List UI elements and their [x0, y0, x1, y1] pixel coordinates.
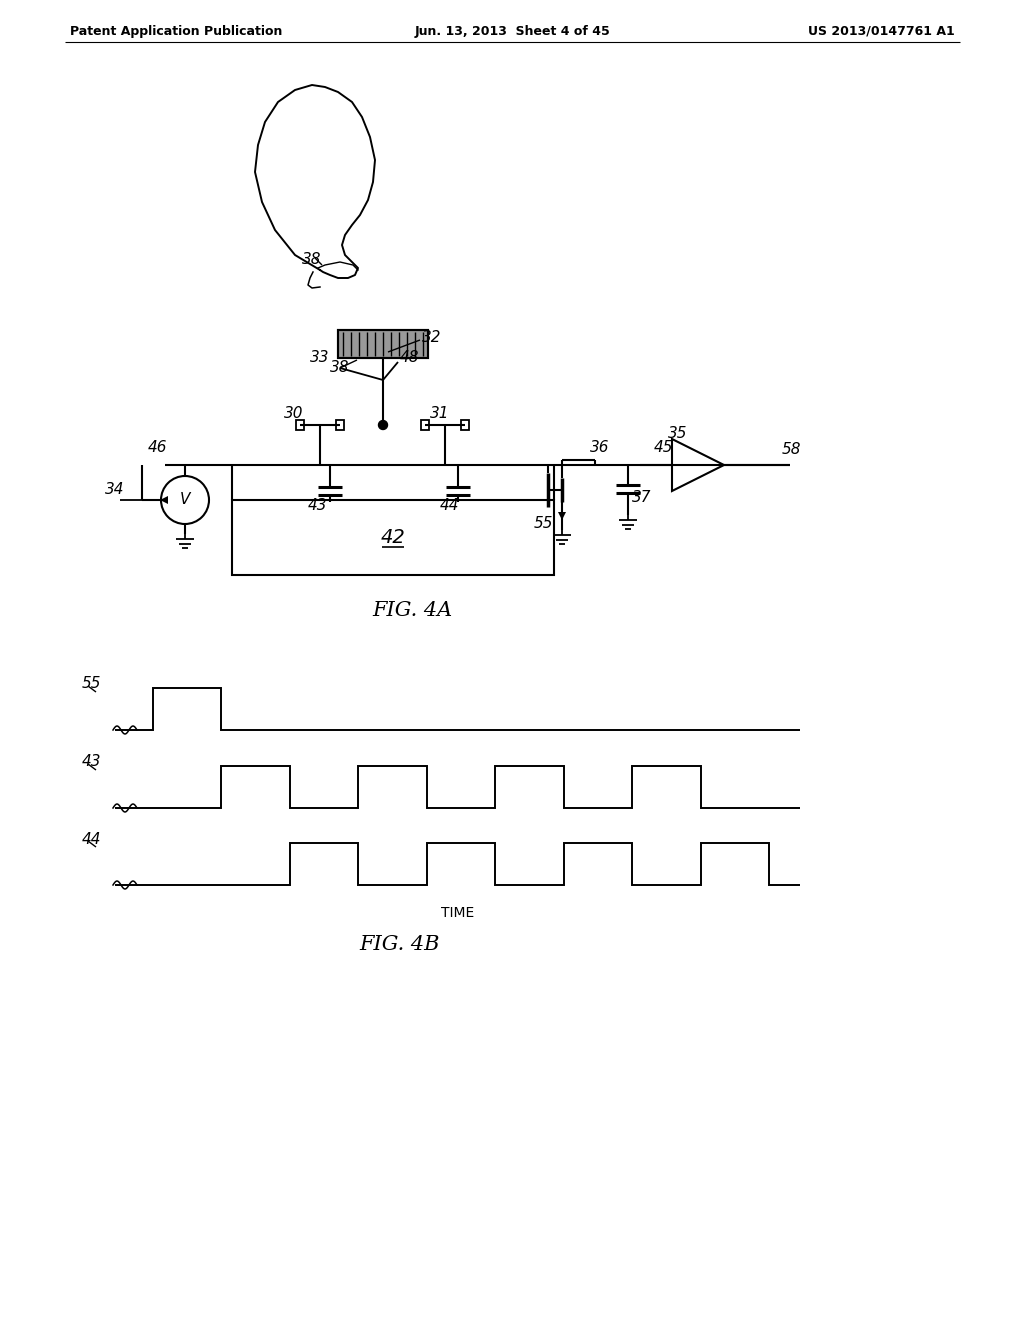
Text: 48: 48	[400, 350, 420, 364]
Bar	[461, 420, 469, 430]
Text: 58: 58	[782, 441, 802, 457]
Text: 33: 33	[310, 350, 330, 364]
Text: 42: 42	[381, 528, 406, 546]
Bar	[296, 420, 304, 430]
Text: 43: 43	[82, 755, 101, 770]
Bar	[336, 420, 344, 430]
Text: 45: 45	[654, 440, 674, 454]
Circle shape	[379, 421, 387, 429]
Text: 55: 55	[82, 676, 101, 692]
Text: 32: 32	[422, 330, 441, 346]
Text: FIG. 4B: FIG. 4B	[359, 936, 440, 954]
Text: 44: 44	[82, 832, 101, 846]
Text: 38: 38	[330, 360, 349, 375]
Text: 31: 31	[430, 405, 450, 421]
Polygon shape	[160, 496, 168, 504]
Text: 36: 36	[590, 440, 609, 454]
Text: 37: 37	[632, 490, 651, 504]
Text: Jun. 13, 2013  Sheet 4 of 45: Jun. 13, 2013 Sheet 4 of 45	[414, 25, 610, 37]
Text: TIME: TIME	[441, 906, 474, 920]
Text: 30: 30	[284, 405, 303, 421]
Bar	[421, 420, 429, 430]
Text: 44: 44	[440, 498, 460, 512]
Text: V: V	[180, 492, 190, 507]
Text: 43: 43	[308, 498, 328, 512]
Bar	[338, 330, 428, 358]
Text: 35: 35	[668, 425, 687, 441]
Polygon shape	[558, 512, 566, 520]
Text: 46: 46	[148, 440, 168, 454]
Text: 38: 38	[302, 252, 322, 268]
Text: 55: 55	[534, 516, 554, 531]
Text: 34: 34	[105, 483, 125, 498]
Text: US 2013/0147761 A1: US 2013/0147761 A1	[808, 25, 955, 37]
Text: Patent Application Publication: Patent Application Publication	[70, 25, 283, 37]
Bar	[338, 330, 428, 358]
Text: FIG. 4A: FIG. 4A	[372, 601, 453, 619]
Bar	[232, 500, 554, 576]
